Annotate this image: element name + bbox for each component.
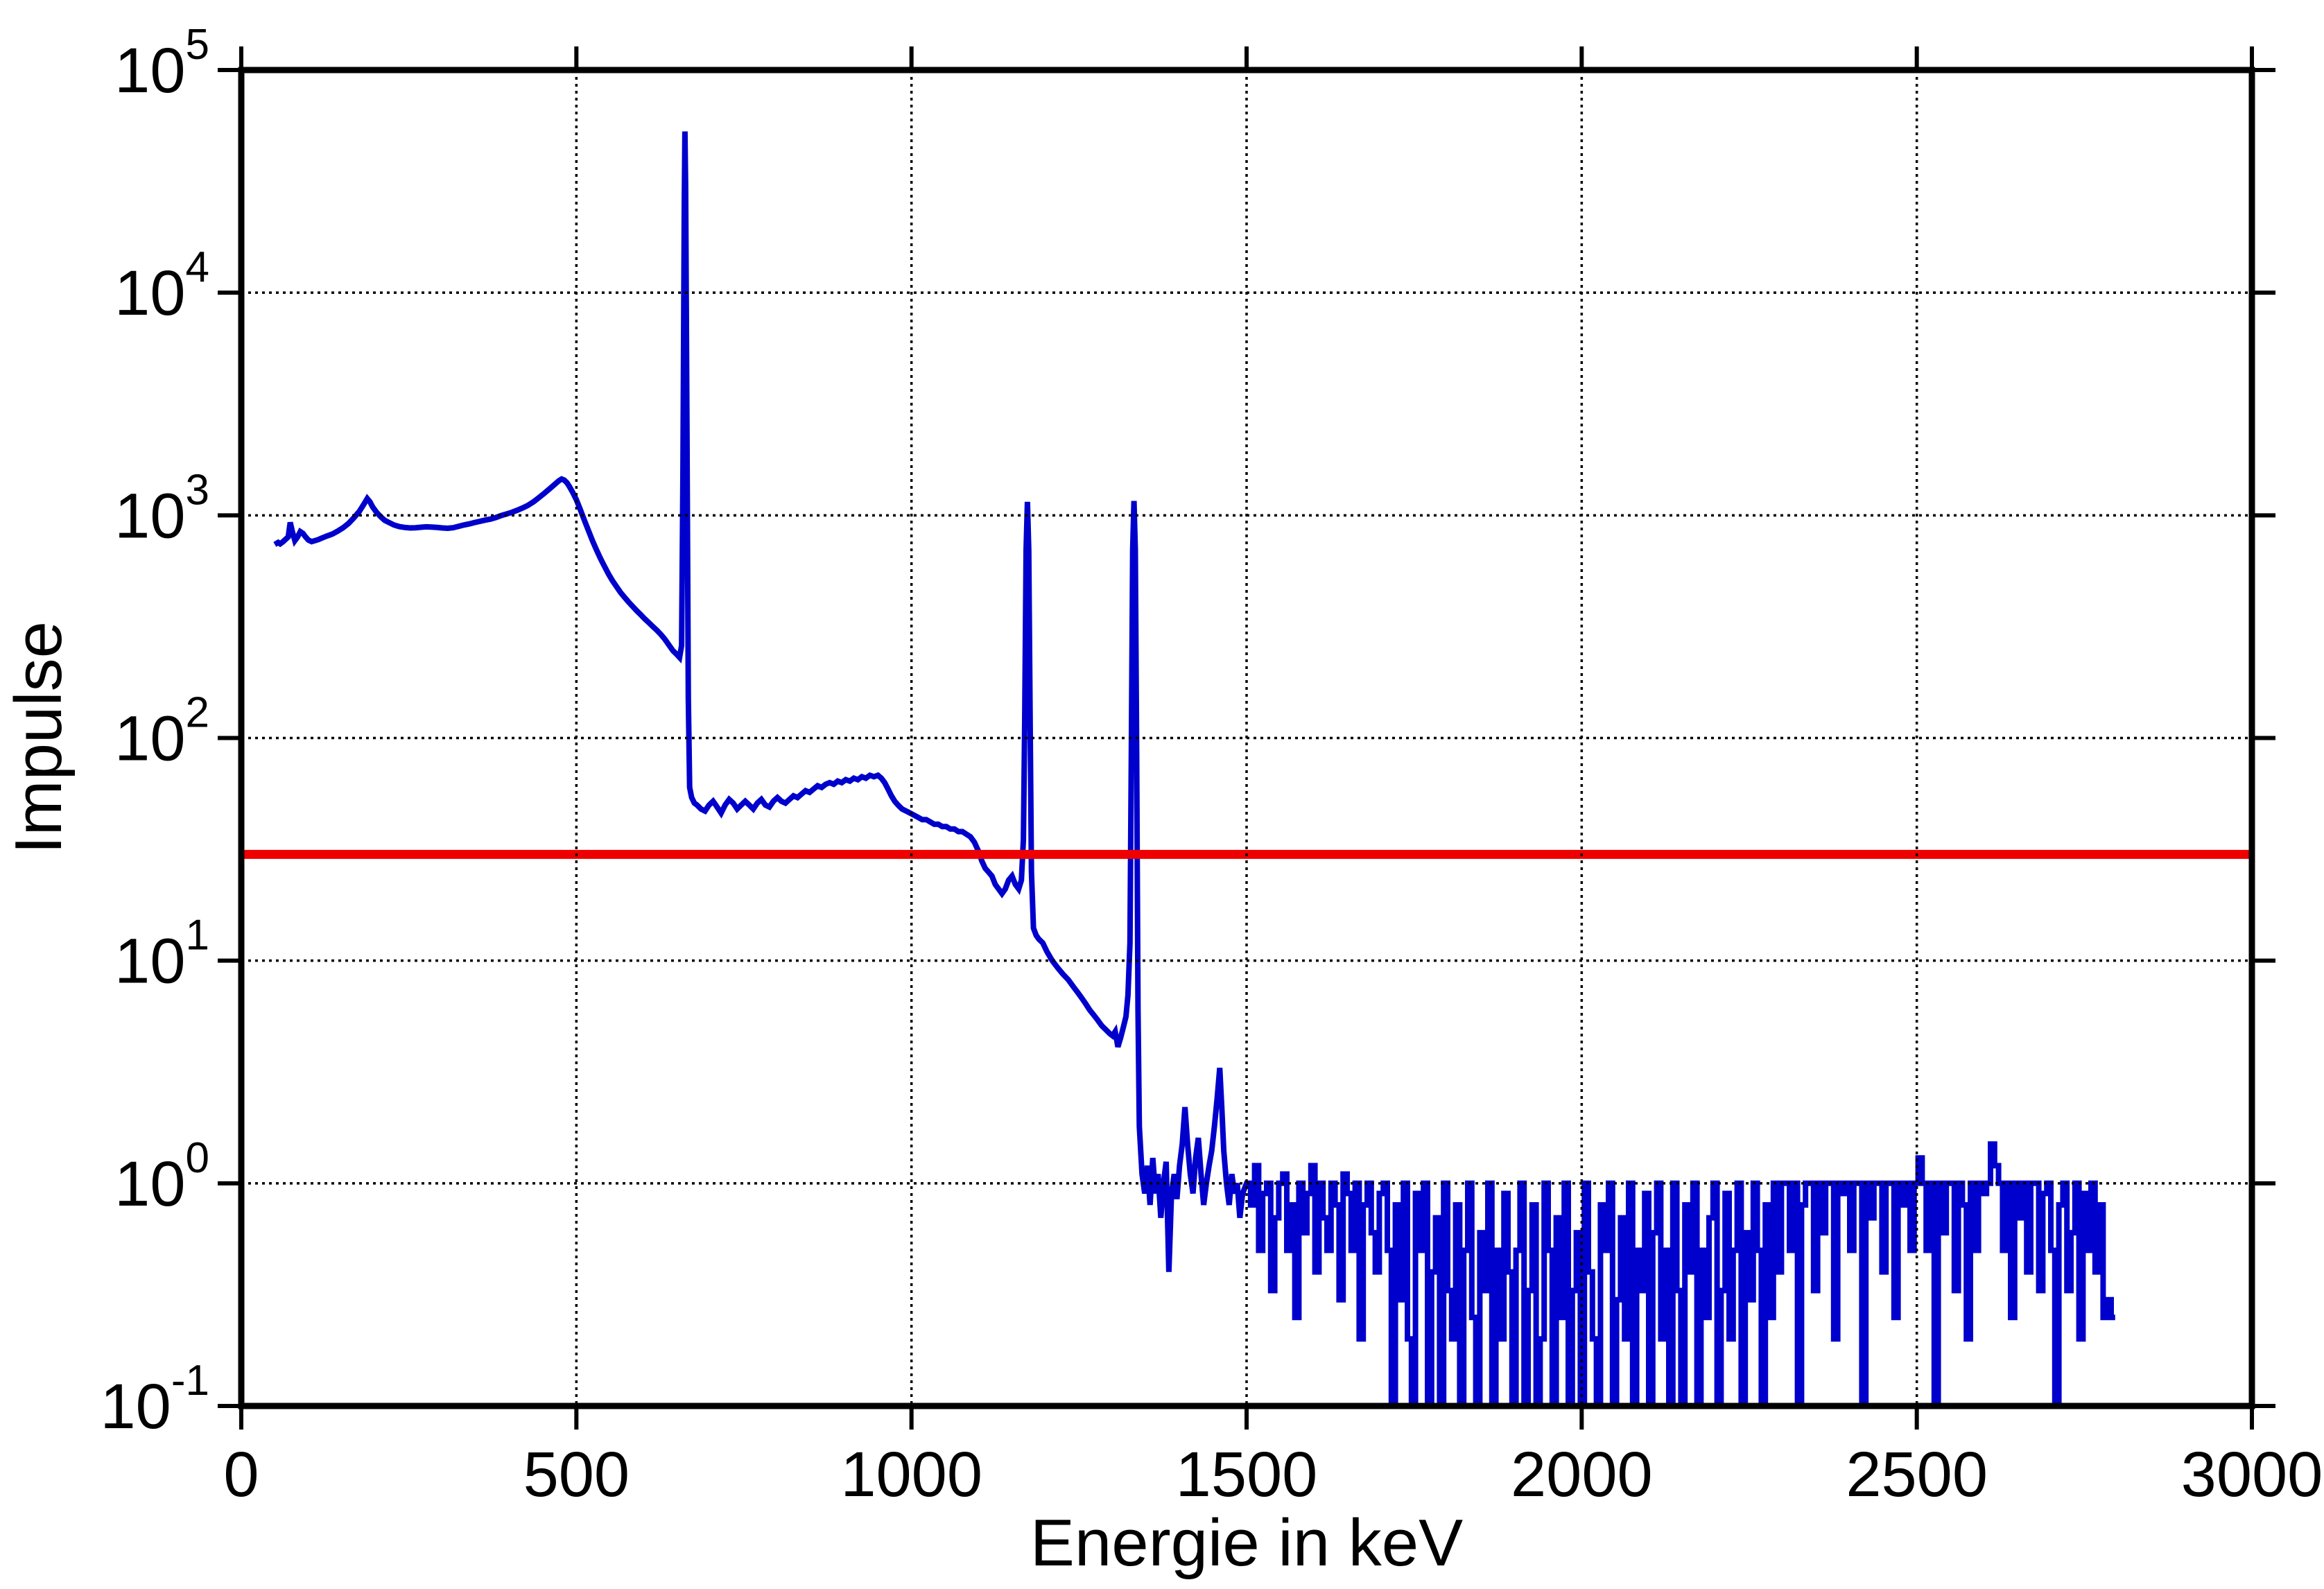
y-tick-label: 100 xyxy=(114,1134,209,1219)
y-tick-label: 10-1 xyxy=(101,1357,209,1442)
x-tick-label: 1500 xyxy=(1176,1439,1318,1510)
x-tick-label: 2000 xyxy=(1511,1439,1653,1510)
y-tick-label: 102 xyxy=(114,689,209,774)
tick-layer xyxy=(218,46,2275,1430)
x-tick-label: 500 xyxy=(523,1439,630,1510)
x-tick-label: 3000 xyxy=(2181,1439,2323,1510)
gridline-layer xyxy=(241,70,2252,1406)
spectrum-curve-layer xyxy=(273,131,2115,1409)
y-axis-title: Impulse xyxy=(1,621,76,854)
spectrum-line xyxy=(273,131,2115,1409)
x-tick-label: 2500 xyxy=(1846,1439,1988,1510)
y-tick-label: 105 xyxy=(114,21,209,106)
x-tick-label: 1000 xyxy=(840,1439,982,1510)
y-tick-label: 103 xyxy=(114,466,209,551)
y-tick-label: 101 xyxy=(114,912,209,997)
x-tick-label: 0 xyxy=(223,1439,259,1510)
tick-label-layer: 0 500 1000 1500 2000 2500 3000 10-1 100 101 102 103… xyxy=(101,21,2323,1510)
y-tick-label: 104 xyxy=(114,243,209,329)
x-axis-title: Energie in keV xyxy=(1030,1506,1463,1580)
